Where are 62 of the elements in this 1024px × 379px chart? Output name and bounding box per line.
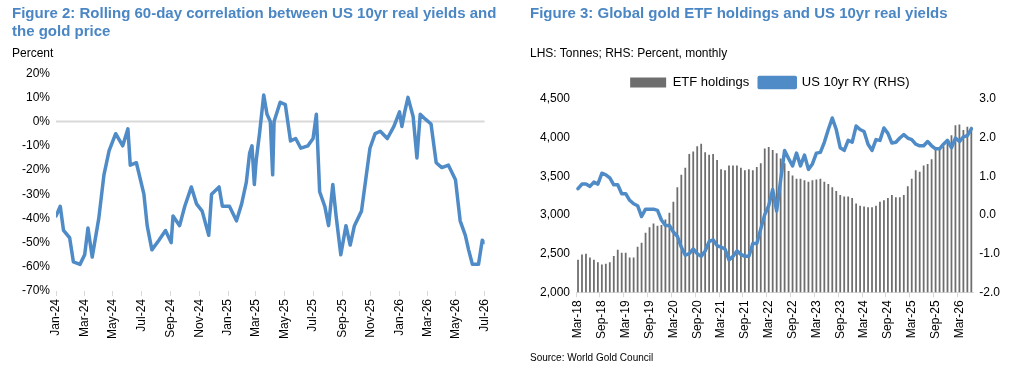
x-tick-label: Sep-25 xyxy=(334,298,349,338)
x-tick-label: Sep-20 xyxy=(689,299,704,340)
y-tick-label: 3,000 xyxy=(540,207,571,222)
y-tick-label: -70% xyxy=(22,283,51,298)
y2-tick-label: 1.0 xyxy=(979,168,997,183)
y-tick-label: 20% xyxy=(25,65,51,80)
x-tick-label: Sep-25 xyxy=(927,299,942,340)
x-tick-label: Mar-20 xyxy=(665,299,680,339)
y-tick-label: 0% xyxy=(32,113,51,128)
x-tick-label: Mar-24 xyxy=(76,298,91,337)
y-tick-label: 3,500 xyxy=(540,168,571,183)
x-tick-label: Sep-24 xyxy=(162,298,177,338)
x-tick-label: Mar-21 xyxy=(713,299,728,339)
y-tick-label: 10% xyxy=(25,89,51,104)
x-tick-label: May-26 xyxy=(448,298,463,339)
source-note: Source: World Gold Council xyxy=(530,352,654,363)
chart-subtitle: LHS: Tonnes; RHS: Percent, monthly xyxy=(530,46,729,60)
y-tick-label: 2,500 xyxy=(540,245,571,260)
x-tick-label: Mar-18 xyxy=(570,299,585,339)
y-tick-label: -30% xyxy=(22,186,51,201)
x-tick-label: Sep-21 xyxy=(737,299,752,340)
y-tick-label: 2,000 xyxy=(540,284,571,299)
y2-tick-label: 0.0 xyxy=(979,207,997,222)
x-tick-label: Mar-25 xyxy=(248,298,263,337)
y-tick-label: -60% xyxy=(22,259,51,274)
legend-label: ETF holdings xyxy=(672,74,750,90)
chart-title: Figure 3: Global gold ETF holdings and US 10yr real yields xyxy=(530,4,949,23)
y2-tick-label: -2.0 xyxy=(979,284,1001,299)
x-tick-label: Jan-26 xyxy=(391,298,406,336)
y-axis-title: Percent xyxy=(12,46,55,60)
x-tick-label: Mar-24 xyxy=(856,299,871,339)
y2-tick-label: 3.0 xyxy=(979,91,997,106)
y-tick-label: 4,500 xyxy=(540,91,571,106)
x-tick-label: Mar-22 xyxy=(761,299,776,339)
y2-tick-label: -1.0 xyxy=(979,245,1001,260)
x-tick-label: Mar-19 xyxy=(618,299,632,339)
x-tick-label: Jan-24 xyxy=(48,298,63,336)
x-tick-label: Mar-25 xyxy=(904,299,919,339)
x-tick-label: Nov-24 xyxy=(191,298,206,338)
y-tick-label: -40% xyxy=(22,210,51,225)
x-tick-label: Sep-18 xyxy=(594,299,609,340)
y-tick-label: 4,000 xyxy=(540,129,571,144)
legend-label: US 10yr RY (RHS) xyxy=(801,74,910,90)
x-tick-label: Nov-25 xyxy=(363,298,378,338)
chart-title: Figure 2: Rolling 60-day correlation between US 10yr real yields and the gold price xyxy=(12,4,498,41)
x-tick-label: May-24 xyxy=(105,298,120,339)
x-tick-label: Sep-19 xyxy=(641,299,656,340)
y-tick-label: -20% xyxy=(22,162,51,177)
x-tick-label: Jul-25 xyxy=(305,298,320,332)
y-tick-label: -10% xyxy=(22,138,51,153)
x-tick-label: Sep-24 xyxy=(880,299,895,340)
x-tick-label: Sep-22 xyxy=(784,299,799,340)
x-tick-label: Jul-24 xyxy=(133,298,148,332)
x-tick-label: Jan-25 xyxy=(220,298,235,336)
x-tick-label: Jul-26 xyxy=(476,298,491,332)
x-tick-label: Mar-26 xyxy=(951,299,966,339)
y-tick-label: -50% xyxy=(22,234,51,249)
x-tick-label: May-25 xyxy=(276,298,291,339)
x-tick-label: Sep-23 xyxy=(832,299,847,340)
y2-tick-label: 2.0 xyxy=(979,129,997,144)
x-tick-label: Mar-23 xyxy=(808,299,823,339)
x-tick-label: Mar-26 xyxy=(419,298,434,337)
